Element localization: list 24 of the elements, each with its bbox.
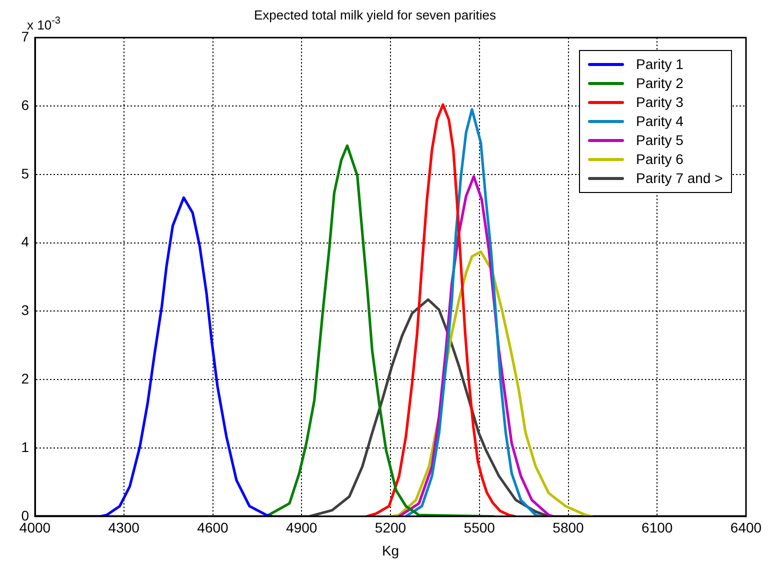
x-tick-label: 6400 — [730, 520, 762, 536]
x-tick-label: 5800 — [552, 520, 584, 536]
y-tick-label: 6 — [21, 96, 30, 113]
x-tick-label: 4900 — [286, 520, 318, 536]
x-tick-label: 5200 — [374, 520, 406, 536]
x-tick-label: 5500 — [464, 520, 496, 536]
x-axis-title: Kg — [382, 542, 400, 558]
y-tick-label: 7 — [21, 28, 30, 44]
legend-label: Parity 6 — [636, 151, 684, 168]
y-tick-label: 3 — [21, 302, 30, 318]
legend-label: Parity 2 — [636, 75, 684, 92]
chart-title: Expected total milk yield for seven parities — [254, 7, 497, 22]
x-tick-label: 4600 — [197, 520, 229, 536]
y-tick-label: 5 — [21, 165, 30, 182]
legend-label: Parity 4 — [636, 113, 684, 130]
legend-label: Parity 1 — [636, 56, 684, 72]
y-tick-label: 2 — [21, 370, 30, 386]
legend-label: Parity 3 — [636, 94, 684, 110]
legend-label: Parity 5 — [636, 132, 684, 148]
y-tick-label: 1 — [21, 438, 30, 455]
x-tick-label: 6100 — [642, 520, 673, 536]
x-tick-label: 4300 — [108, 520, 140, 536]
legend-label: Parity 7 and > — [636, 170, 723, 186]
y-tick-label: 4 — [21, 234, 30, 250]
